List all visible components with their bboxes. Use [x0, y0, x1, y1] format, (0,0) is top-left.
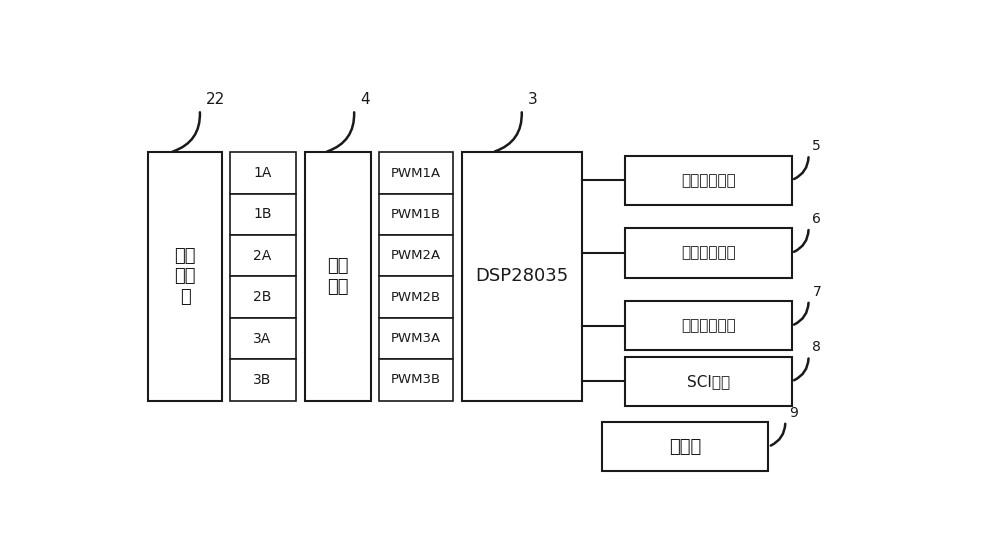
Text: 9: 9 — [789, 406, 798, 420]
Text: PWM1B: PWM1B — [391, 208, 441, 221]
Bar — [379, 276, 453, 318]
Text: 1B: 1B — [253, 207, 272, 221]
Bar — [379, 193, 453, 235]
Text: 驱动
电路: 驱动 电路 — [327, 257, 348, 296]
Bar — [379, 152, 453, 193]
Text: PWM3A: PWM3A — [391, 332, 441, 345]
Bar — [625, 301, 792, 350]
Text: 1A: 1A — [253, 166, 272, 180]
Text: PWM1A: PWM1A — [391, 167, 441, 180]
Text: 温度采集电路: 温度采集电路 — [681, 173, 736, 188]
Bar — [230, 318, 296, 359]
Text: 8: 8 — [812, 340, 821, 354]
Bar — [602, 422, 768, 471]
Text: 电压采集电路: 电压采集电路 — [681, 318, 736, 333]
Text: 4: 4 — [360, 92, 370, 107]
Text: 2A: 2A — [253, 249, 272, 263]
Bar — [625, 156, 792, 205]
Bar — [379, 359, 453, 401]
Text: 2B: 2B — [253, 290, 272, 304]
Bar — [230, 276, 296, 318]
Text: 3: 3 — [528, 92, 538, 107]
Bar — [305, 152, 371, 401]
Bar — [625, 229, 792, 277]
Text: 22: 22 — [206, 92, 225, 107]
Text: 6: 6 — [812, 212, 821, 226]
Text: 5: 5 — [812, 139, 821, 153]
Bar — [230, 235, 296, 276]
Bar — [379, 318, 453, 359]
Text: PWM2A: PWM2A — [391, 249, 441, 262]
Text: PWM3B: PWM3B — [391, 374, 441, 386]
Bar — [230, 193, 296, 235]
Text: DSP28035: DSP28035 — [476, 267, 569, 285]
Bar — [625, 357, 792, 406]
Bar — [462, 152, 582, 401]
Text: 7: 7 — [812, 285, 821, 299]
Bar — [230, 359, 296, 401]
Text: PWM2B: PWM2B — [391, 291, 441, 304]
Text: 上位机: 上位机 — [669, 438, 701, 456]
Bar — [230, 152, 296, 193]
Bar — [148, 152, 222, 401]
Text: 电流采集电路: 电流采集电路 — [681, 245, 736, 260]
Text: 3B: 3B — [253, 373, 272, 387]
Text: 三相
逆变
器: 三相 逆变 器 — [174, 247, 196, 306]
Text: SCI通信: SCI通信 — [687, 374, 730, 389]
Bar — [379, 235, 453, 276]
Text: 3A: 3A — [253, 331, 272, 346]
